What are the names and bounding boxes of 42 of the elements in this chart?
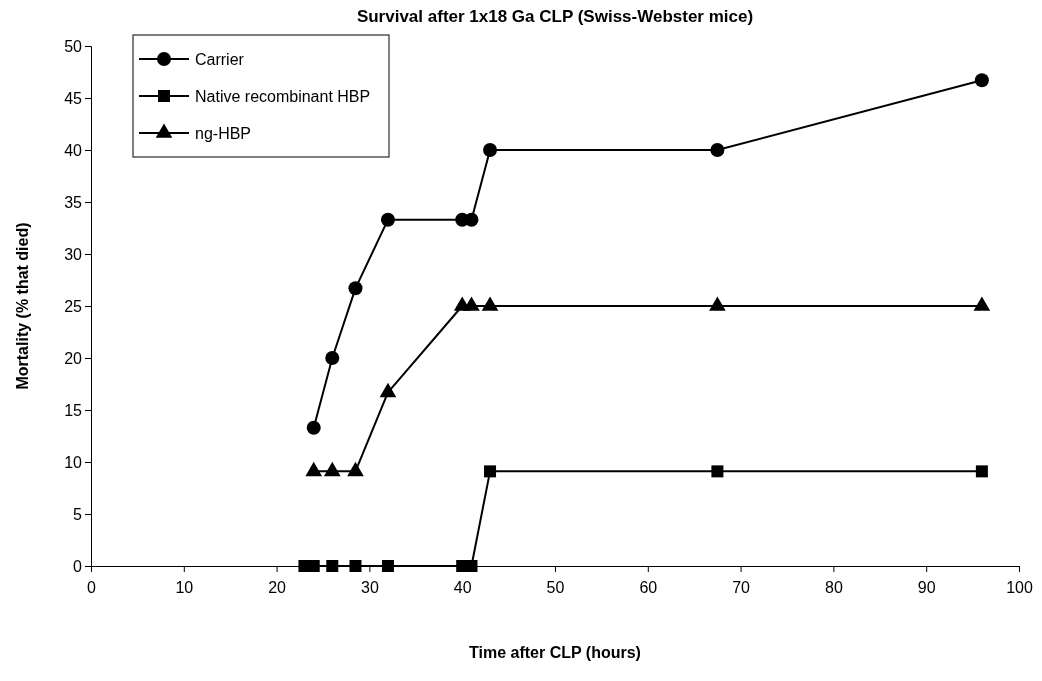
x-tick-label: 90: [917, 578, 936, 596]
y-tick-label: 10: [64, 453, 83, 471]
x-tick-label: 0: [87, 578, 97, 596]
point: [464, 212, 479, 227]
chart-title: Survival after 1x18 Ga CLP (Swiss-Webster mice): [356, 7, 754, 26]
point: [348, 281, 363, 296]
x-tick-label: 30: [361, 578, 379, 596]
x-tick-label: 40: [453, 578, 472, 596]
point: [483, 143, 498, 157]
point: [325, 351, 340, 365]
x-axis-title: Time after CLP (hours): [469, 644, 641, 661]
x-tick-label: 60: [639, 578, 658, 596]
x-tick-label: 70: [732, 578, 751, 596]
x-tick-label: 80: [825, 578, 843, 596]
legend-label: Carrier: [195, 51, 245, 68]
y-tick-label: 15: [64, 401, 83, 419]
point: [974, 73, 989, 88]
legend-label: ng-HBP: [195, 125, 252, 142]
x-tick-label: 20: [268, 578, 287, 596]
point: [380, 212, 395, 227]
y-tick-label: 5: [73, 505, 83, 523]
point: [381, 560, 394, 572]
legend-label: Native recombinant HBP: [195, 88, 371, 105]
y-tick-label: 35: [64, 193, 83, 211]
y-tick-label: 25: [64, 297, 83, 315]
point: [484, 465, 497, 478]
point: [326, 560, 339, 572]
y-axis-title: Mortality (% that died): [14, 222, 31, 390]
x-tick-label: 10: [175, 578, 194, 596]
y-tick-label: 40: [64, 141, 83, 159]
y-tick-label: 20: [64, 349, 83, 367]
y-tick-label: 50: [64, 37, 83, 55]
point: [349, 560, 362, 572]
point: [306, 420, 321, 435]
y-tick-label: 45: [64, 89, 83, 107]
y-tick-label: 30: [64, 245, 83, 263]
x-tick-label: 50: [546, 578, 565, 596]
point: [710, 143, 725, 157]
point: [711, 465, 724, 478]
x-tick-label: 100: [1006, 578, 1033, 596]
y-tick-label: 0: [73, 557, 83, 575]
point: [975, 465, 988, 478]
